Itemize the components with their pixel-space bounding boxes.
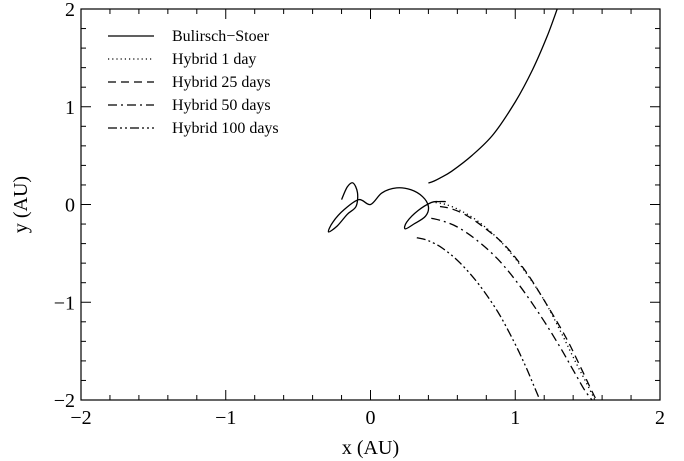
x-tick-label: 2 xyxy=(655,407,665,429)
x-tick-label: −1 xyxy=(215,407,236,429)
x-tick-label: 0 xyxy=(366,407,376,429)
x-axis-label: x (AU) xyxy=(342,437,399,459)
y-tick-label: −1 xyxy=(54,292,75,314)
series-line-1 xyxy=(435,201,596,400)
y-tick-label: 1 xyxy=(65,97,75,119)
legend-label: Hybrid 1 day xyxy=(172,51,256,68)
axes: −2 −1 0 1 2 −2 −1 0 1 2 xyxy=(54,0,665,429)
series-line-4 xyxy=(416,237,541,400)
x-tick-label: −2 xyxy=(70,407,91,429)
legend-item: Hybrid 25 days xyxy=(108,74,271,91)
y-tick-label: 0 xyxy=(65,195,75,217)
trajectory-loop xyxy=(327,182,446,233)
series-line-2 xyxy=(439,205,597,400)
legend-label: Hybrid 25 days xyxy=(172,74,271,91)
y-tick-label: −2 xyxy=(54,390,75,412)
series-lines xyxy=(327,9,597,400)
y-tick-label: 2 xyxy=(65,0,75,21)
series-line-3 xyxy=(431,217,593,400)
legend: Bulirsch−Stoer Hybrid 1 day Hybrid 25 days… xyxy=(108,28,279,137)
legend-item: Bulirsch−Stoer xyxy=(108,28,270,45)
legend-item: Hybrid 1 day xyxy=(108,51,256,68)
plot-area xyxy=(327,9,597,400)
legend-label: Bulirsch−Stoer xyxy=(172,28,270,45)
legend-item: Hybrid 50 days xyxy=(108,97,271,114)
series-line-0 xyxy=(428,9,558,184)
legend-item: Hybrid 100 days xyxy=(108,120,279,137)
legend-label: Hybrid 100 days xyxy=(172,120,279,137)
legend-label: Hybrid 50 days xyxy=(172,97,271,114)
y-axis-label: y (AU) xyxy=(10,176,32,233)
x-tick-label: 1 xyxy=(510,407,520,429)
